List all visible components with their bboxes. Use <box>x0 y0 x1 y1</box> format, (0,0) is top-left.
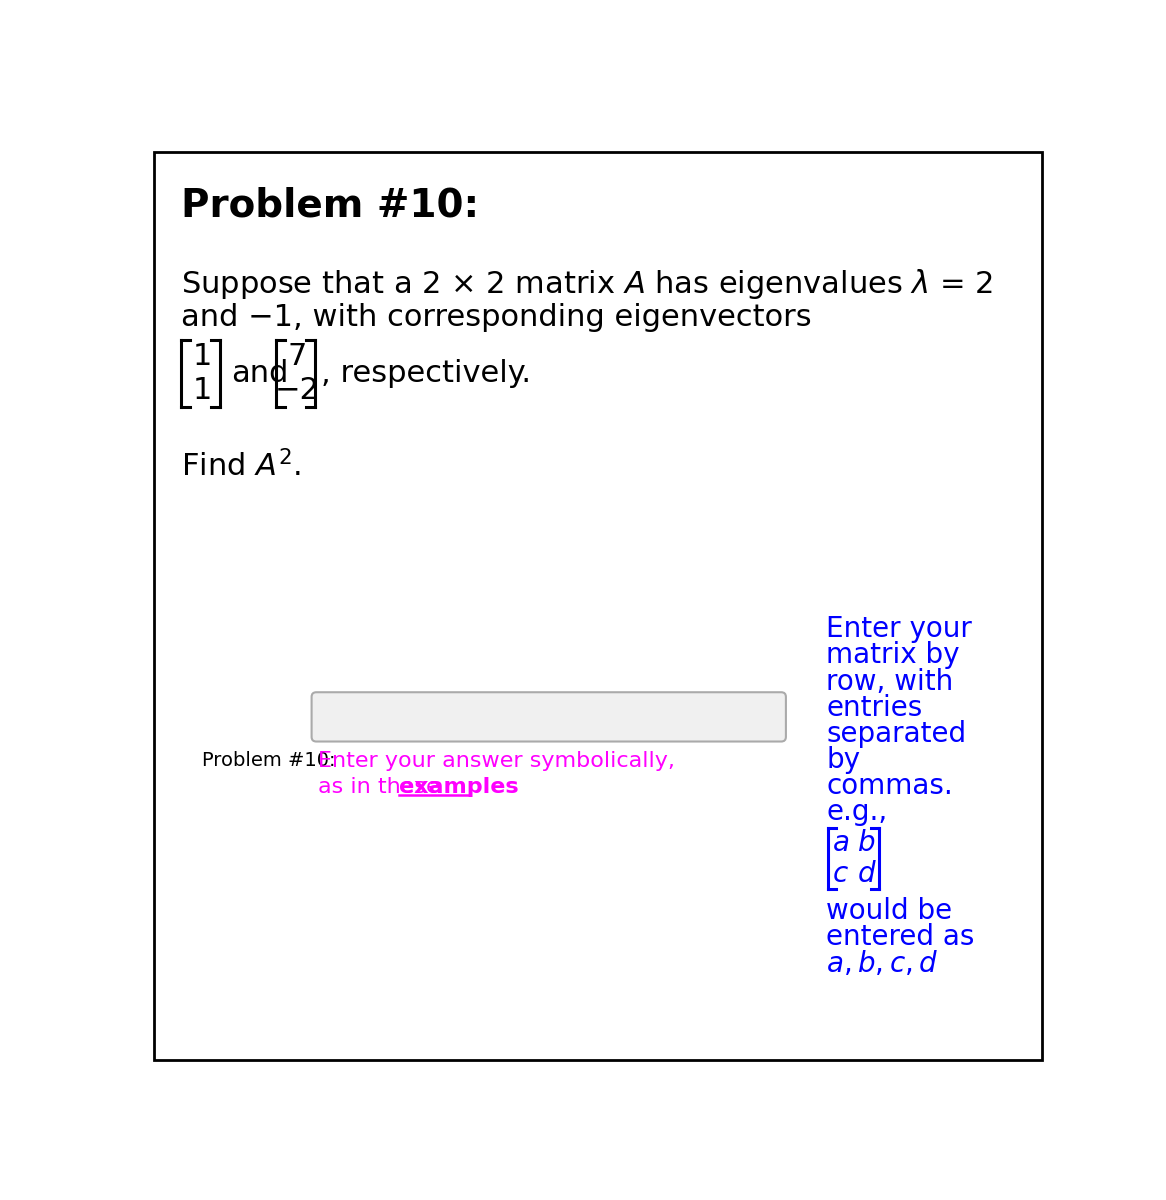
Text: matrix by: matrix by <box>827 642 960 670</box>
Text: Problem #10:: Problem #10: <box>181 186 479 224</box>
Text: 1: 1 <box>192 342 212 371</box>
Text: $b$: $b$ <box>857 829 876 857</box>
Text: commas.: commas. <box>827 773 953 800</box>
Text: −2: −2 <box>275 376 319 404</box>
Text: $c$: $c$ <box>831 860 849 888</box>
Text: $d$: $d$ <box>857 860 877 888</box>
Text: by: by <box>827 746 861 774</box>
Text: row, with: row, with <box>827 667 954 696</box>
Text: Find $A^2$.: Find $A^2$. <box>181 450 301 482</box>
Text: entries: entries <box>827 694 922 721</box>
Text: as in these: as in these <box>318 776 447 797</box>
Text: separated: separated <box>827 720 967 748</box>
Text: $a$: $a$ <box>831 829 849 857</box>
Text: entered as: entered as <box>827 923 975 952</box>
Text: Suppose that a 2 × 2 matrix $A$ has eigenvalues $\lambda$ = 2: Suppose that a 2 × 2 matrix $A$ has eige… <box>181 268 992 301</box>
Text: examples: examples <box>399 776 519 797</box>
Text: $a,b,c,d$: $a,b,c,d$ <box>827 949 939 978</box>
Text: would be: would be <box>827 898 953 925</box>
Text: Enter your answer symbolically,: Enter your answer symbolically, <box>318 751 675 770</box>
FancyBboxPatch shape <box>311 692 786 742</box>
Text: Problem #10:: Problem #10: <box>202 751 335 769</box>
Text: Enter your: Enter your <box>827 616 972 643</box>
Text: and −1, with corresponding eigenvectors: and −1, with corresponding eigenvectors <box>181 302 812 331</box>
Text: , respectively.: , respectively. <box>322 359 532 388</box>
Text: 1: 1 <box>192 376 212 404</box>
Text: e.g.,: e.g., <box>827 798 887 827</box>
Text: 7: 7 <box>288 342 307 371</box>
Text: and: and <box>231 359 288 388</box>
FancyBboxPatch shape <box>154 151 1041 1061</box>
